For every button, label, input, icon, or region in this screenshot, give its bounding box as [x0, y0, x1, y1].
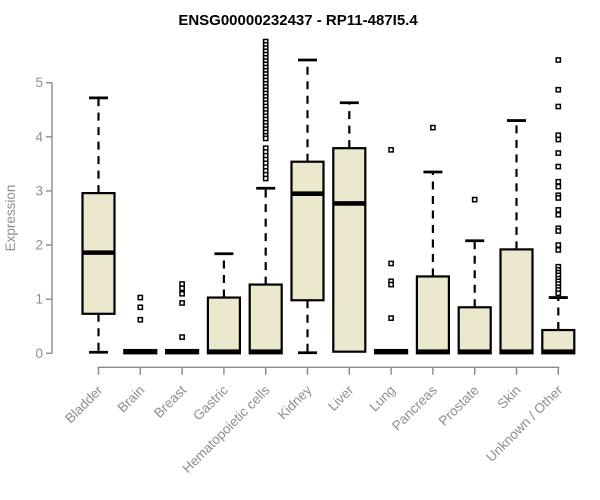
- x-category-label-unknown-other: Unknown / Other: [483, 382, 566, 465]
- outlier-point-brain: [137, 316, 144, 323]
- x-category-label-prostate: Prostate: [436, 383, 482, 429]
- x-category-label-liver: Liver: [325, 382, 357, 414]
- x-category-label-breast: Breast: [151, 382, 189, 420]
- outlier-point-breast: [179, 281, 185, 287]
- outlier-point-breast: [179, 334, 185, 340]
- outlier-point-lung: [388, 315, 394, 321]
- x-category-label-bladder: Bladder: [62, 382, 106, 426]
- outlier-point-unknown-other: [555, 247, 562, 253]
- outlier-point-unknown-other: [555, 163, 562, 170]
- y-tick-label: 5: [35, 75, 43, 90]
- x-category-label-brain: Brain: [115, 383, 148, 416]
- outlier-point-lung: [388, 146, 394, 153]
- outlier-point-unknown-other: [555, 136, 562, 143]
- y-tick-label: 1: [35, 292, 43, 307]
- outlier-point-unknown-other: [555, 150, 562, 156]
- x-category-label-skin: Skin: [494, 383, 523, 412]
- outlier-point-lung: [388, 260, 394, 267]
- outlier-point-breast: [179, 285, 185, 292]
- outlier-point-unknown-other: [555, 290, 562, 297]
- outlier-point-brain: [137, 294, 144, 301]
- box-skin: [499, 248, 534, 355]
- outlier-point-unknown-other: [555, 57, 562, 63]
- outlier-point-unknown-other: [555, 195, 562, 201]
- box-prostate: [457, 306, 492, 355]
- box-kidney: [290, 160, 325, 302]
- outlier-point-lung: [388, 281, 394, 288]
- outlier-point-pancreas: [430, 124, 436, 131]
- outlier-point-prostate: [471, 196, 478, 203]
- outlier-point-hematopoietic-cells: [262, 135, 269, 142]
- outlier-point-breast: [179, 290, 185, 297]
- y-tick-label: 3: [35, 183, 43, 198]
- outlier-point-unknown-other: [555, 207, 562, 213]
- outlier-point-unknown-other: [555, 86, 562, 93]
- outlier-point-unknown-other: [555, 132, 562, 139]
- outlier-point-unknown-other: [555, 103, 562, 110]
- outlier-point-brain: [137, 304, 144, 311]
- outlier-point-unknown-other: [555, 183, 562, 190]
- x-category-label-lung: Lung: [366, 383, 398, 415]
- outlier-point-breast: [179, 300, 185, 306]
- y-tick-label: 2: [35, 238, 43, 253]
- outlier-point-unknown-other: [555, 242, 562, 248]
- outlier-point-unknown-other: [555, 178, 562, 185]
- outlier-point-unknown-other: [555, 228, 562, 234]
- y-tick-label: 4: [35, 129, 43, 144]
- x-category-label-pancreas: Pancreas: [389, 382, 440, 433]
- y-tick-label: 0: [35, 346, 43, 361]
- outlier-point-unknown-other: [555, 211, 562, 218]
- box-liver: [332, 147, 367, 353]
- x-category-label-gastric: Gastric: [190, 382, 231, 423]
- box-gastric: [206, 296, 241, 355]
- x-category-label-kidney: Kidney: [275, 382, 315, 422]
- outlier-point-hematopoietic-cells: [262, 175, 269, 182]
- box-hematopoietic-cells: [248, 283, 283, 355]
- y-axis-title: Expression: [3, 185, 18, 252]
- box-pancreas: [415, 275, 450, 355]
- chart-title: ENSG00000232437 - RP11-487I5.4: [178, 12, 418, 29]
